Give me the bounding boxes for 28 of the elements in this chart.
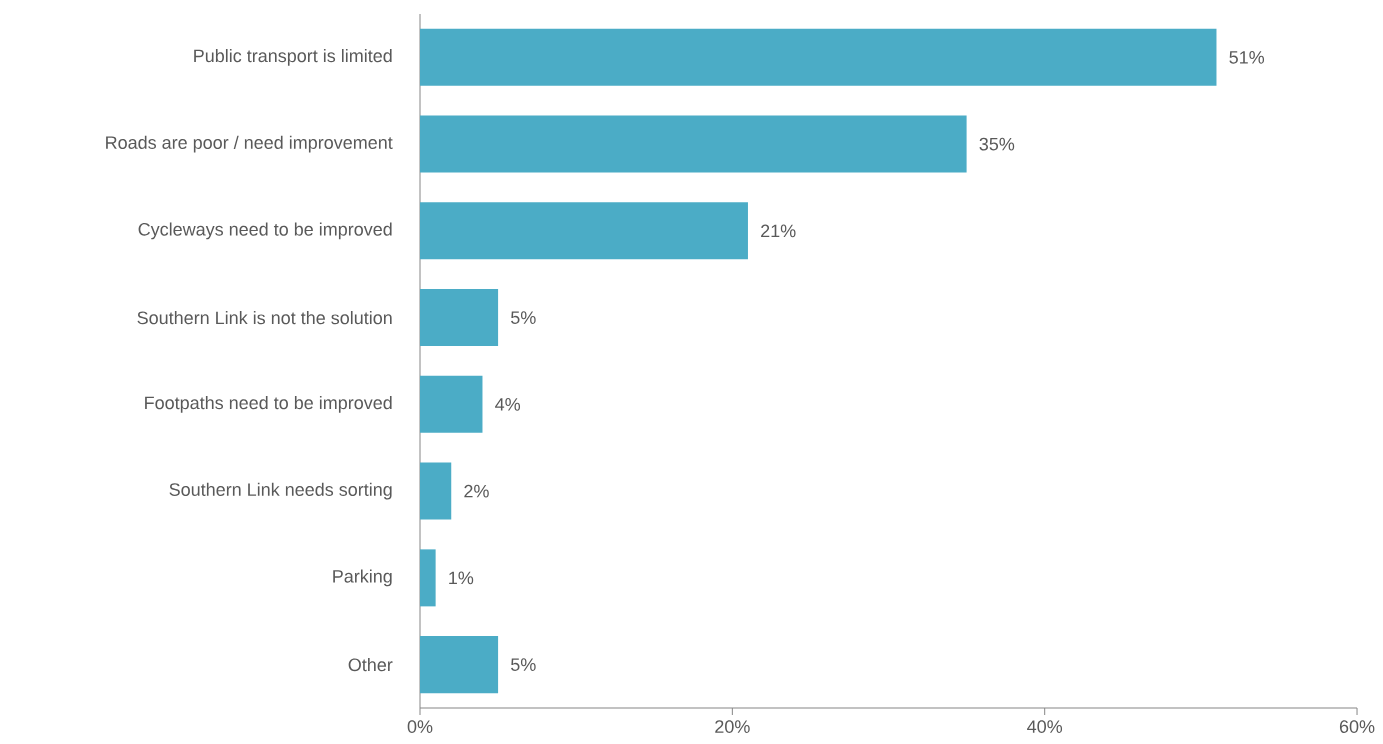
data-label: 5% <box>511 311 536 324</box>
data-label: 5% <box>511 658 536 671</box>
bar <box>420 462 452 520</box>
bar <box>420 375 483 433</box>
y-tick-label: Cycleways need to be improved <box>138 222 392 240</box>
bar <box>420 549 436 607</box>
y-tick-label: Southern Link is not the solution <box>137 311 392 325</box>
bar <box>420 289 499 347</box>
y-tick-label: Roads are poor / need improvement <box>106 135 393 153</box>
data-label: 1% <box>449 571 474 585</box>
data-label: 4% <box>495 398 521 411</box>
y-tick-label: Southern Link needs sorting <box>169 482 392 500</box>
data-label: 35% <box>979 137 1015 151</box>
data-label: 51% <box>1229 51 1265 64</box>
y-tick-label: Other <box>348 658 393 672</box>
data-label: 21% <box>761 224 796 238</box>
x-tick-label: 40% <box>1027 720 1063 733</box>
bar <box>420 202 748 260</box>
bar <box>420 115 967 173</box>
x-tick-label: 60% <box>1339 720 1375 733</box>
y-tick-label: Public transport is limited <box>194 48 392 66</box>
x-tick-label: 20% <box>715 720 750 733</box>
bar <box>420 28 1217 86</box>
y-tick-label: Footpaths need to be improved <box>145 395 392 413</box>
data-label: 2% <box>464 484 489 498</box>
bar <box>420 636 499 694</box>
y-tick-label: Parking <box>333 569 392 587</box>
x-tick-label: 0% <box>407 720 433 733</box>
